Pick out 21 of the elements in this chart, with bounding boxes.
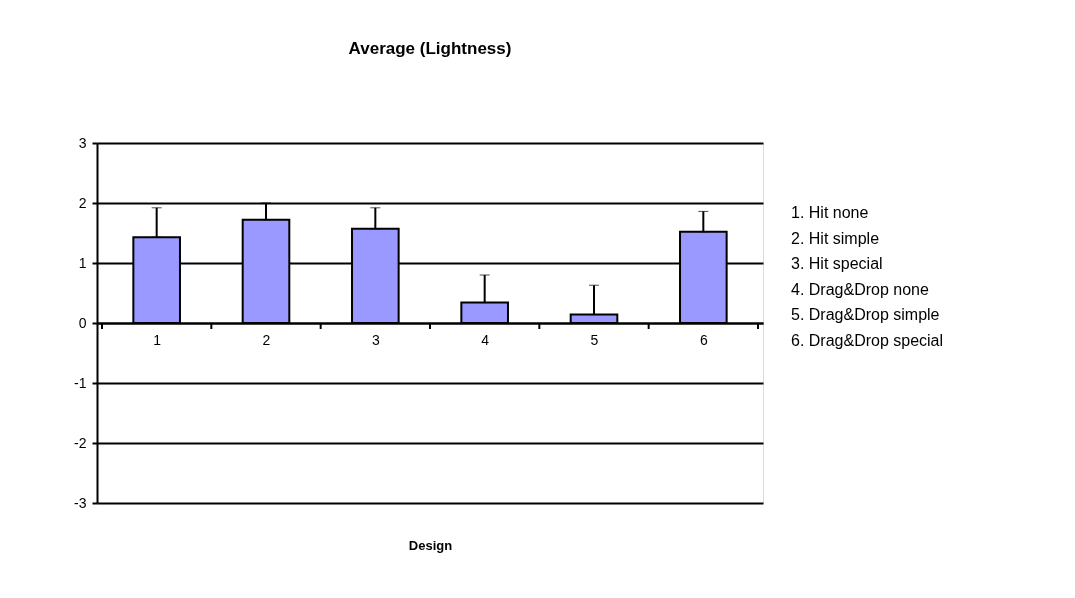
text: 2. Hit simple xyxy=(791,229,880,247)
y-tick-label: 1 xyxy=(78,254,87,271)
y-tick-label: -3 xyxy=(74,494,87,511)
text: 5. Drag&Drop simple xyxy=(791,306,940,323)
y-tick-label: 0 xyxy=(78,314,87,331)
x-tick-label: 2 xyxy=(262,331,271,348)
text: 6. Drag&Drop special xyxy=(791,331,944,349)
y-tick-label: -2 xyxy=(74,434,87,451)
chart-title: Average (Lightness) xyxy=(348,39,512,58)
y-tick-label: 2 xyxy=(78,194,87,211)
x-tick-label: 6 xyxy=(699,331,708,348)
x-tick-label: 1 xyxy=(153,331,162,348)
x-tick-label: 5 xyxy=(590,331,599,348)
x-tick-label: 3 xyxy=(371,331,380,348)
text: 4. Drag&Drop none xyxy=(791,280,929,298)
text: 3. Hit special xyxy=(791,255,883,272)
text: 1. Hit none xyxy=(791,204,869,221)
x-tick-label: 4 xyxy=(481,331,490,348)
y-tick-label: -1 xyxy=(74,374,87,391)
x-axis-title: Design xyxy=(408,537,453,553)
y-tick-label: 3 xyxy=(78,134,87,151)
